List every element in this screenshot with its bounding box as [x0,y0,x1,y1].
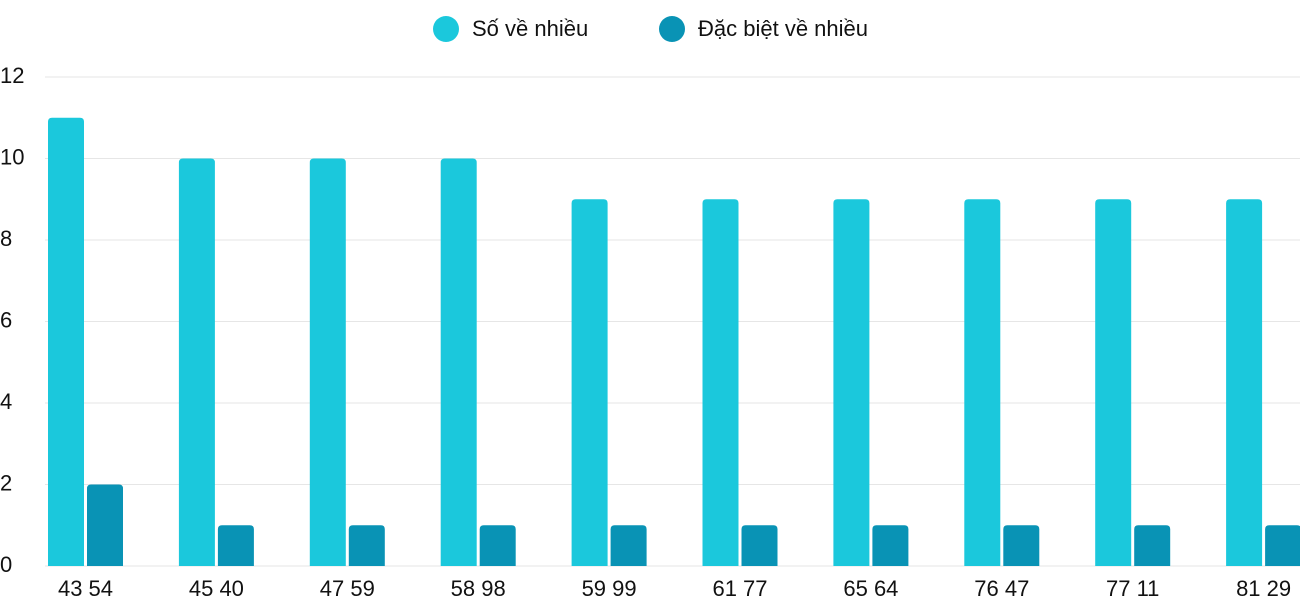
x-tick-label: 61 77 [712,576,767,600]
legend-marker [659,16,685,42]
y-tick-label: 12 [0,63,24,88]
y-tick-label: 10 [0,144,24,169]
legend-marker [433,16,459,42]
bar [833,199,870,566]
bar [440,158,477,566]
bar [610,525,647,566]
bar [964,199,1001,566]
x-tick-label: 47 59 [320,576,375,600]
bar [479,525,516,566]
y-tick-label: 2 [0,470,12,495]
legend-label: Đặc biệt về nhiều [698,16,868,41]
bar [217,525,254,566]
bar [702,199,739,566]
y-tick-label: 4 [0,389,12,414]
x-tick-label: 59 99 [582,576,637,600]
x-tick-label: 77 11 [1106,576,1159,600]
bar [309,158,346,566]
bar [741,525,778,566]
bar [348,525,385,566]
x-tick-label: 76 47 [974,576,1029,600]
y-tick-label: 0 [0,552,12,577]
legend-label: Số về nhiều [472,16,588,41]
x-tick-label: 65 64 [843,576,898,600]
bar [178,158,215,566]
bar [571,199,608,566]
x-tick-label: 43 54 [58,576,113,600]
bar [1003,525,1040,566]
bar [87,484,123,566]
bar [1095,199,1132,566]
x-tick-label: 45 40 [189,576,244,600]
y-tick-label: 8 [0,226,12,251]
bar [1226,199,1263,566]
bar [1265,525,1300,566]
bar [48,117,84,566]
bar [1134,525,1171,566]
x-tick-label: 58 98 [451,576,506,600]
bar [872,525,909,566]
y-tick-label: 6 [0,307,12,332]
x-tick-label: 81 29 [1236,576,1291,600]
